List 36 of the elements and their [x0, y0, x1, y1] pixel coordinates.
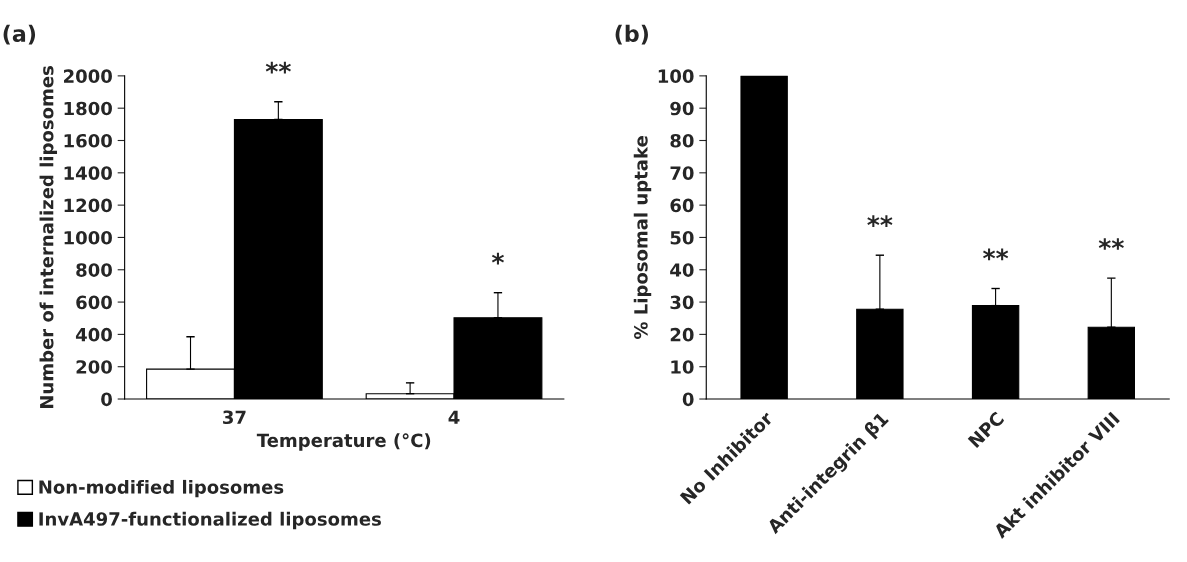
y-tick-label: 1600 [64, 133, 112, 148]
y-tick-label: 1800 [64, 101, 112, 116]
chart-title: (a) [3, 24, 36, 45]
y-tick-label: 200 [76, 360, 112, 374]
y-tick-label: 10 [671, 360, 694, 374]
annotation: ** [867, 215, 893, 227]
y-tick-label: 0 [101, 392, 112, 407]
y-tick-label: 1400 [64, 166, 112, 180]
chart-title: (b) [615, 24, 648, 45]
y-axis-title: % Liposomal uptake [633, 136, 652, 340]
annotation: * [491, 252, 504, 265]
annotation: ** [983, 248, 1009, 261]
legend-label: Non-modified liposomes [39, 479, 284, 498]
y-axis-title: Number of internalized liposomes [39, 66, 58, 409]
annotation: ** [1098, 238, 1124, 250]
y-tick-label: 800 [76, 263, 112, 277]
y-tick-label: 2000 [64, 69, 112, 83]
y-tick-label: 400 [75, 327, 112, 342]
y-tick-label: 60 [670, 198, 694, 213]
y-tick-label: 1200 [64, 198, 112, 213]
y-tick-label: 70 [670, 166, 694, 180]
y-tick-label: 40 [670, 263, 694, 277]
x-tick-label: 4 [448, 410, 460, 424]
y-tick-label: 50 [670, 230, 694, 245]
text: ** [265, 61, 291, 74]
y-tick-label: 100 [658, 69, 694, 83]
x-axis-title: Temperature (°C) [256, 433, 431, 451]
y-tick-label: 30 [670, 295, 694, 310]
y-tick-label: 20 [670, 327, 694, 342]
y-tick-label: 90 [670, 101, 694, 116]
y-tick-label: 80 [670, 133, 694, 148]
y-tick-label: 1000 [64, 230, 112, 245]
y-tick-label: 600 [76, 295, 112, 310]
legend-label: InvA497-functionalized liposomes [39, 511, 381, 530]
y-tick-label: 0 [682, 392, 694, 407]
x-tick-label: 37 [223, 410, 246, 425]
